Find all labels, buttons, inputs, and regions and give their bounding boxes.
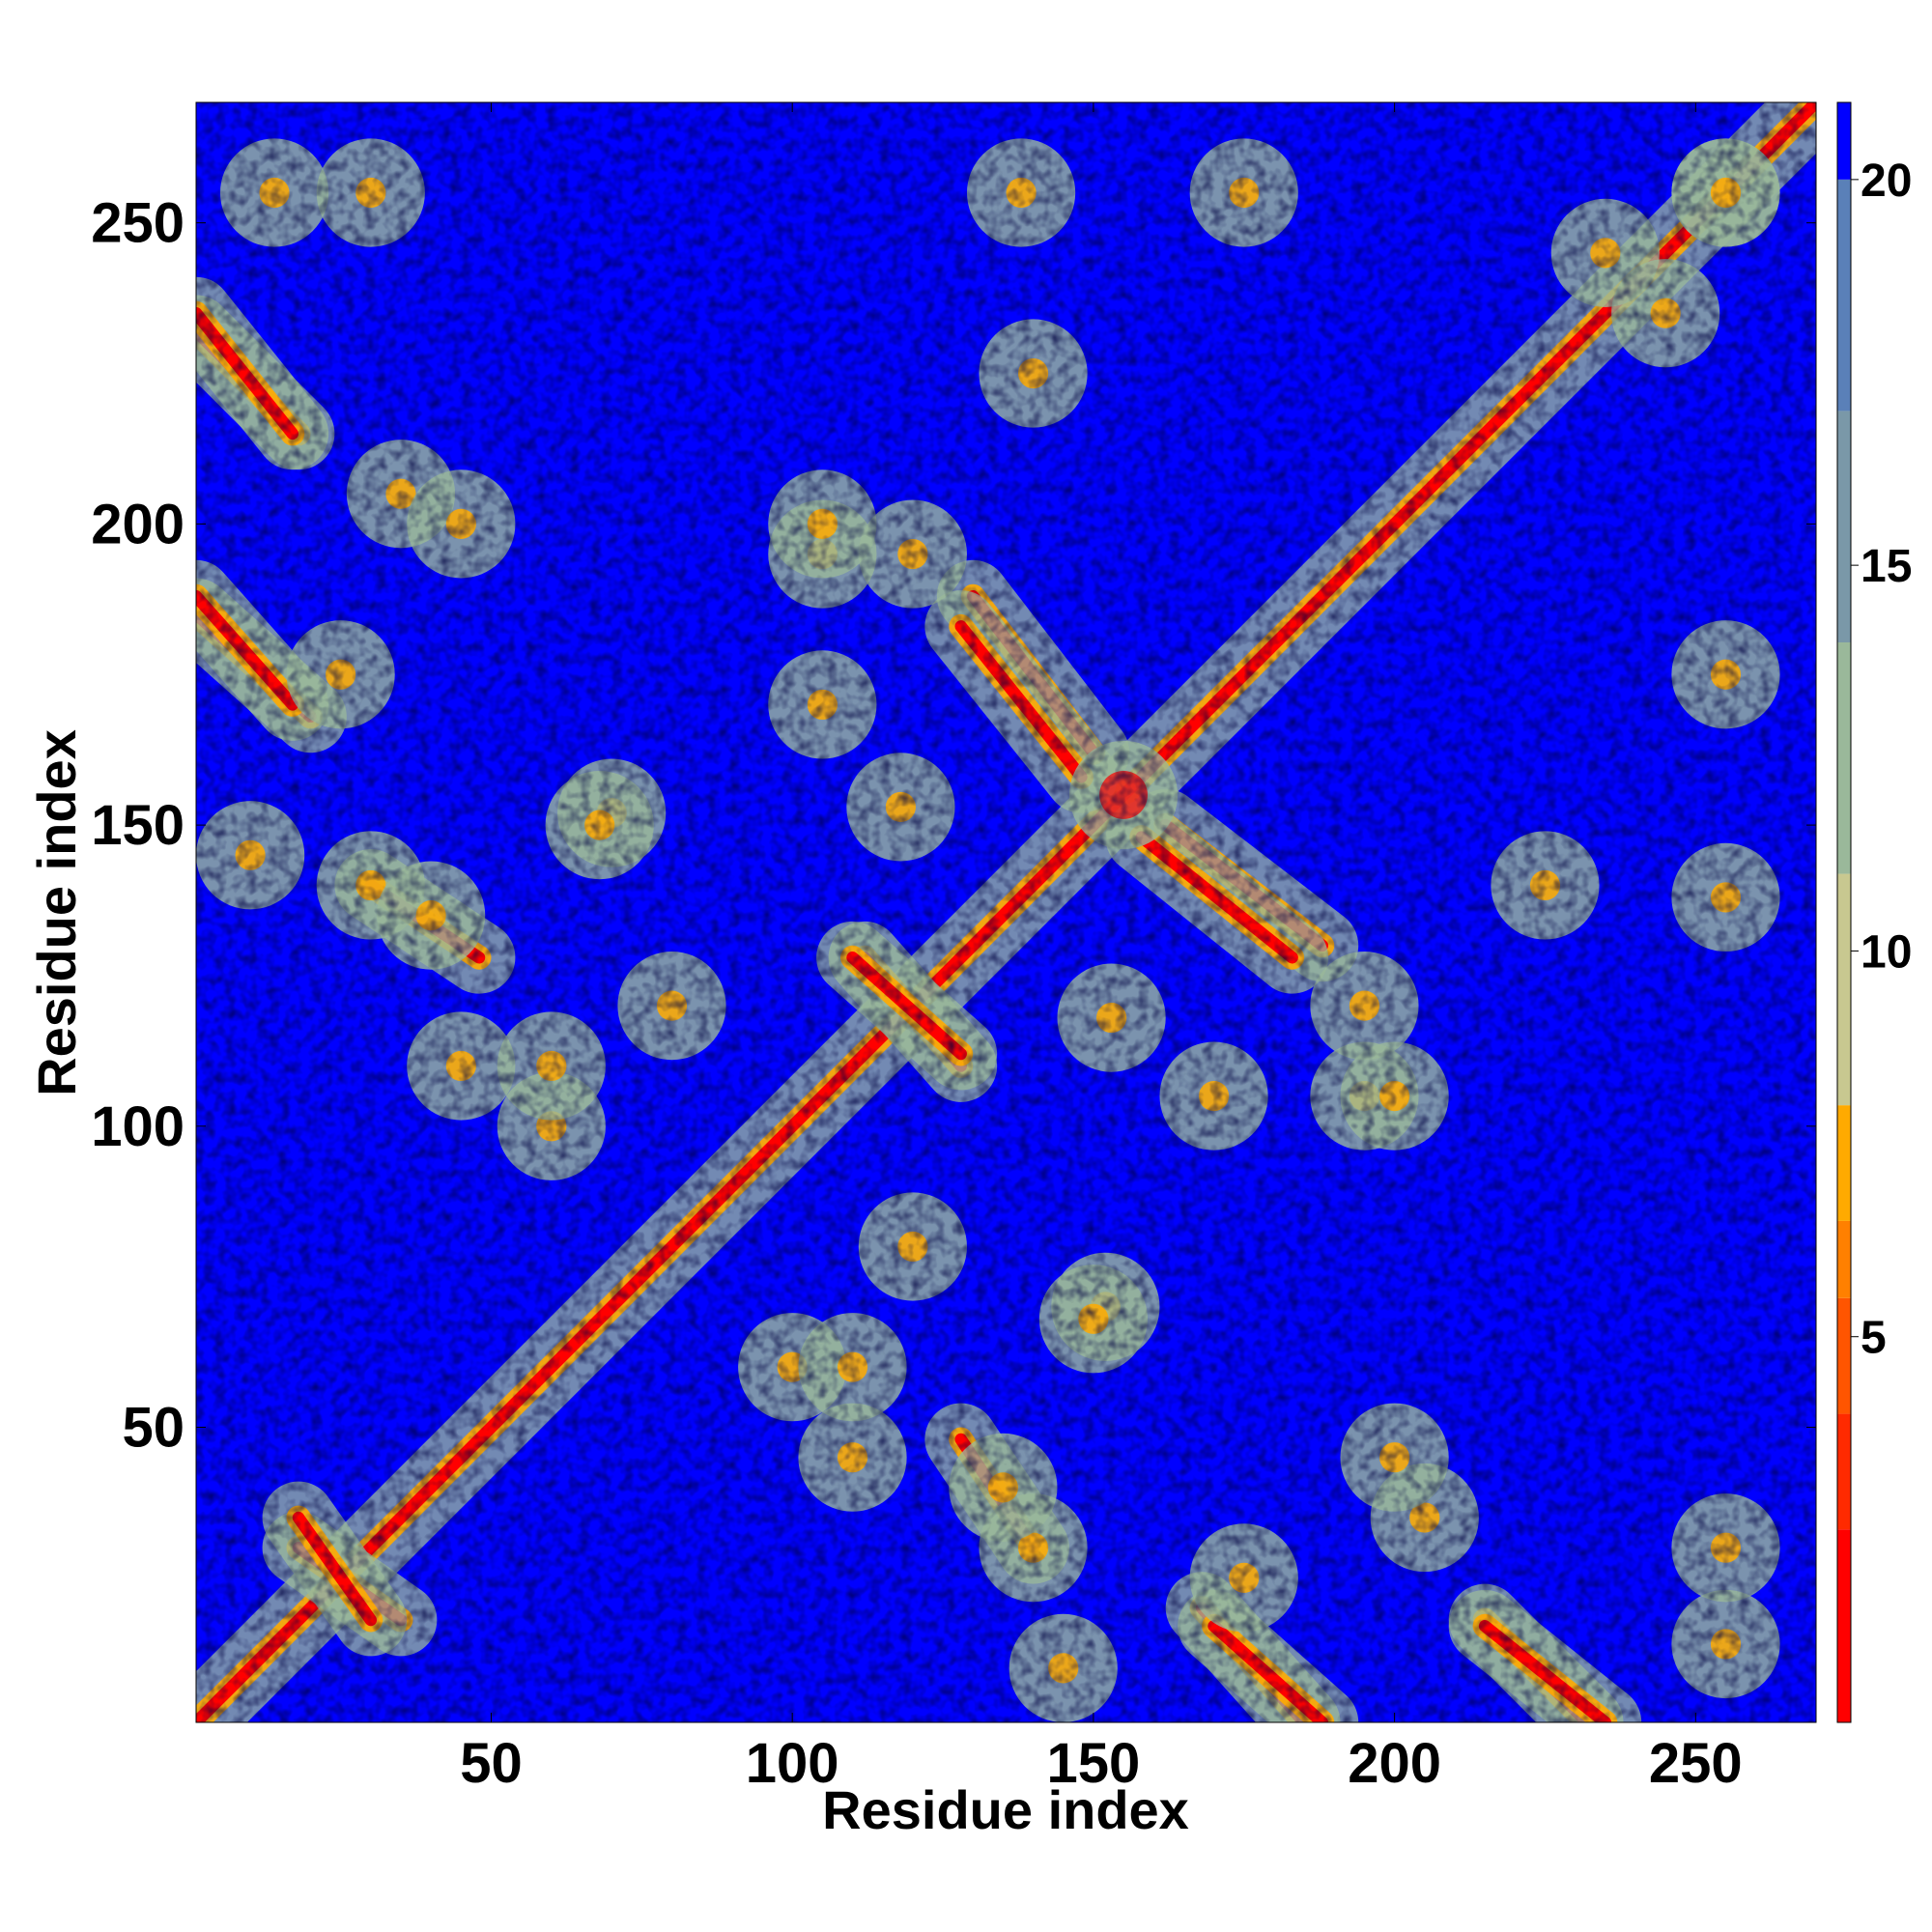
colorbar-tick-label-5: 5 bbox=[1861, 1313, 1887, 1364]
colorbar-frame bbox=[1836, 101, 1852, 1723]
plot-frame bbox=[195, 101, 1817, 1723]
plot-area bbox=[195, 101, 1817, 1723]
colorbar-tick-label-20: 20 bbox=[1861, 156, 1912, 207]
colorbar-blocks bbox=[1837, 102, 1851, 1722]
x-tick-label-50: 50 bbox=[460, 1732, 523, 1795]
x-tick-label-100: 100 bbox=[746, 1732, 839, 1795]
speckle-overlay bbox=[196, 102, 1816, 1722]
colorbar-block-9 bbox=[1837, 102, 1851, 180]
colorbar-block-2 bbox=[1837, 1297, 1851, 1414]
x-tick-label-200: 200 bbox=[1348, 1732, 1441, 1795]
y-tick-label-150: 150 bbox=[91, 794, 185, 857]
colorbar-block-0 bbox=[1837, 1529, 1851, 1722]
x-tick-label-150: 150 bbox=[1047, 1732, 1141, 1795]
colorbar-block-7 bbox=[1837, 411, 1851, 642]
y-axis-label: Residue index bbox=[26, 729, 87, 1096]
y-tick-label-250: 250 bbox=[91, 192, 185, 255]
colorbar-block-5 bbox=[1837, 873, 1851, 1106]
colorbar-ticks: 5 10 15 20 bbox=[1851, 156, 1912, 1364]
colorbar-block-6 bbox=[1837, 642, 1851, 874]
colorbar-tick-label-15: 15 bbox=[1861, 541, 1912, 592]
x-tick-label-250: 250 bbox=[1649, 1732, 1743, 1795]
y-tick-label-100: 100 bbox=[91, 1095, 185, 1158]
colorbar-block-8 bbox=[1837, 179, 1851, 412]
colorbar-block-3 bbox=[1837, 1220, 1851, 1298]
colorbar-tick-label-10: 10 bbox=[1861, 926, 1912, 978]
x-axis-label: Residue index bbox=[822, 1779, 1189, 1840]
x-axis-ticks: 50 100 150 200 250 bbox=[460, 102, 1743, 1795]
y-tick-label-200: 200 bbox=[91, 493, 185, 555]
y-axis-ticks: 50 100 150 200 250 bbox=[91, 192, 1816, 1460]
y-tick-label-50: 50 bbox=[122, 1397, 185, 1460]
colorbar-block-4 bbox=[1837, 1105, 1851, 1221]
colorbar-block-1 bbox=[1837, 1413, 1851, 1530]
colorbar: 5 10 15 20 bbox=[1836, 101, 1912, 1723]
